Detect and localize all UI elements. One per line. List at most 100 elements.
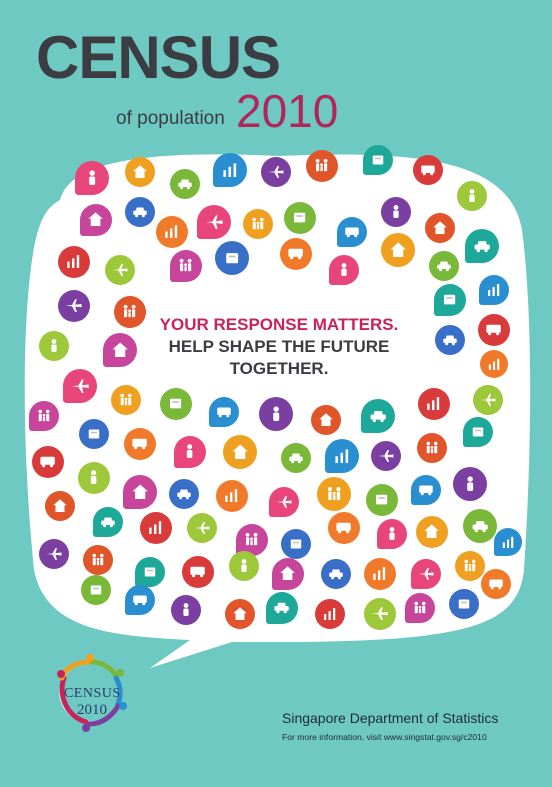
family-icon xyxy=(29,401,59,431)
family-icon xyxy=(306,150,338,182)
bus-icon xyxy=(124,428,156,460)
person-icon xyxy=(78,462,110,494)
bus-icon xyxy=(478,314,510,346)
bus-icon xyxy=(328,512,360,544)
person-icon xyxy=(75,161,109,195)
house-icon xyxy=(103,333,137,367)
car-icon xyxy=(266,592,298,624)
person-icon xyxy=(174,436,206,468)
family-icon xyxy=(317,477,351,511)
bus-icon xyxy=(481,569,511,599)
person-icon xyxy=(39,331,69,361)
family-icon xyxy=(111,385,141,415)
box-icon xyxy=(81,575,111,605)
house-icon xyxy=(311,405,341,435)
house-icon xyxy=(225,599,255,629)
title-year: 2010 xyxy=(236,85,339,137)
family-icon xyxy=(114,296,146,328)
bus-icon xyxy=(209,397,239,427)
chart-icon xyxy=(315,599,345,629)
plane-icon xyxy=(411,559,441,589)
box-icon xyxy=(281,529,311,559)
bus-icon xyxy=(413,155,443,185)
box-icon xyxy=(449,589,479,619)
plane-icon xyxy=(63,369,97,403)
plane-icon xyxy=(261,157,291,187)
car-icon xyxy=(463,509,497,543)
department-name: Singapore Department of Statistics xyxy=(282,710,499,726)
family-icon xyxy=(243,209,273,239)
chart-icon xyxy=(216,480,248,512)
family-icon xyxy=(417,433,447,463)
family-icon xyxy=(170,250,202,282)
bus-icon xyxy=(411,475,441,505)
tagline: YOUR RESPONSE MATTERS. HELP SHAPE THE FU… xyxy=(140,314,418,380)
logo-census-text: CENSUS xyxy=(64,686,121,701)
bus-icon xyxy=(337,217,367,247)
plane-icon xyxy=(105,255,135,285)
chart-icon xyxy=(479,275,509,305)
box-icon xyxy=(434,284,466,316)
box-icon xyxy=(215,241,249,275)
house-icon xyxy=(80,204,112,236)
tagline-line3: TOGETHER. xyxy=(229,359,329,378)
family-icon xyxy=(405,593,435,623)
chart-icon xyxy=(213,153,247,187)
bus-icon xyxy=(280,238,312,270)
house-icon xyxy=(381,233,415,267)
chart-icon xyxy=(494,528,522,556)
family-icon xyxy=(236,524,268,556)
person-icon xyxy=(377,519,407,549)
box-icon xyxy=(463,417,493,447)
box-icon xyxy=(363,145,393,175)
tagline-line1: YOUR RESPONSE MATTERS. xyxy=(159,315,399,334)
plane-icon xyxy=(39,539,69,569)
house-icon xyxy=(425,213,455,243)
title-census: CENSUS xyxy=(36,24,281,91)
box-icon xyxy=(160,388,192,420)
box-icon xyxy=(284,202,316,234)
bus-icon xyxy=(125,585,155,615)
person-icon xyxy=(329,255,359,285)
car-icon xyxy=(361,399,395,433)
chart-icon xyxy=(58,246,90,278)
person-icon xyxy=(171,595,201,625)
house-icon xyxy=(123,475,157,509)
chart-icon xyxy=(418,388,450,420)
bus-icon xyxy=(32,446,64,478)
person-icon xyxy=(259,397,293,431)
chart-icon xyxy=(140,512,172,544)
plane-icon xyxy=(473,385,503,415)
census-logo xyxy=(57,654,127,732)
car-icon xyxy=(281,443,311,473)
tagline-line2: HELP SHAPE THE FUTURE xyxy=(168,337,390,356)
chart-icon xyxy=(480,350,508,378)
family-icon xyxy=(83,545,113,575)
person-icon xyxy=(457,181,487,211)
chart-icon xyxy=(325,439,359,473)
person-icon xyxy=(381,197,411,227)
logo-year-text: 2010 xyxy=(77,702,107,718)
plane-icon xyxy=(187,513,217,543)
bus-icon xyxy=(182,556,214,588)
house-icon xyxy=(45,491,75,521)
plane-icon xyxy=(371,441,401,471)
car-icon xyxy=(170,169,200,199)
car-icon xyxy=(429,251,459,281)
person-icon xyxy=(453,467,487,501)
house-icon xyxy=(416,516,448,548)
car-icon xyxy=(435,325,465,355)
car-icon xyxy=(321,559,351,589)
car-icon xyxy=(93,507,123,537)
more-info-link[interactable]: For more information, visit www.singstat… xyxy=(282,732,487,742)
box-icon xyxy=(79,419,109,449)
chart-icon xyxy=(156,216,188,248)
person-icon xyxy=(229,551,259,581)
car-icon xyxy=(169,479,199,509)
house-icon xyxy=(272,558,304,590)
family-icon xyxy=(455,551,485,581)
box-icon xyxy=(135,557,165,587)
car-icon xyxy=(465,229,499,263)
car-icon xyxy=(125,197,155,227)
